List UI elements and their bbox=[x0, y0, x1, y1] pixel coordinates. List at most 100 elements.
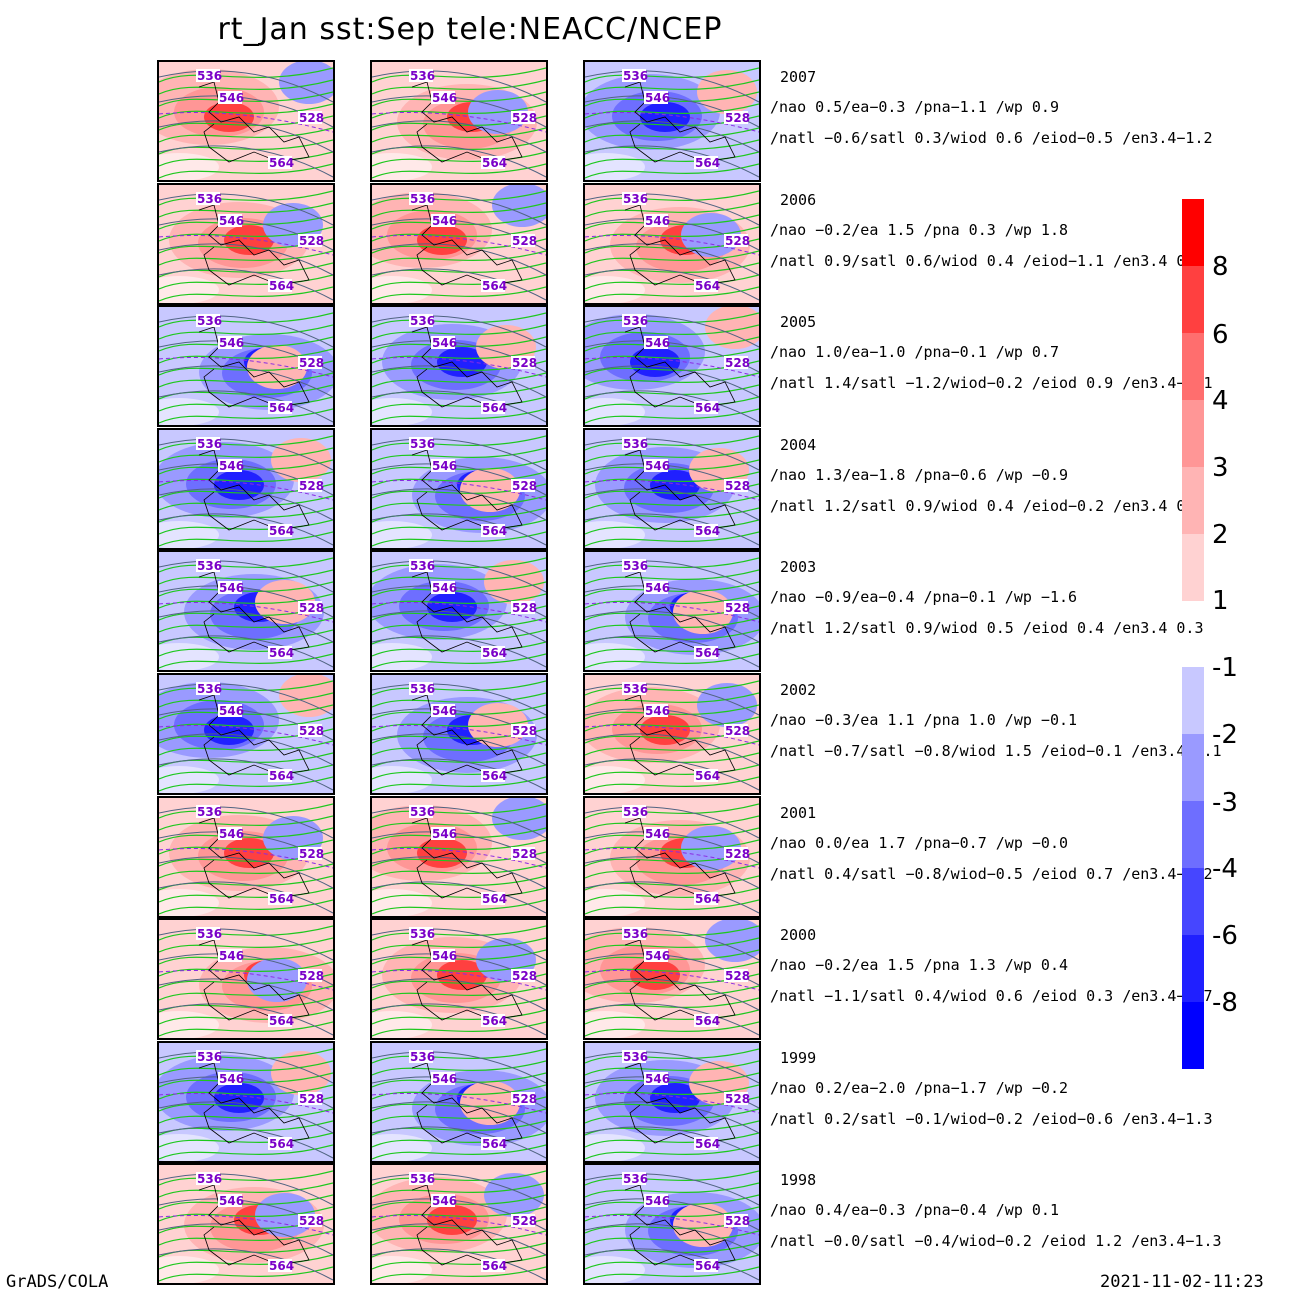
contour-label-536: 536 bbox=[197, 559, 222, 573]
colorbar-swatch bbox=[1182, 199, 1204, 266]
contour-label-546: 546 bbox=[432, 336, 457, 350]
contour-label-546: 546 bbox=[432, 91, 457, 105]
index-line-ocean: /natl 0.4/satl −0.8/wiod−0.5 /eiod 0.7 /… bbox=[770, 864, 1213, 883]
map-svg: 536 528 546 564 bbox=[372, 552, 546, 671]
contour-label-536: 536 bbox=[410, 69, 435, 83]
map-panel-1999-3: 536 528 546 564 bbox=[583, 1040, 761, 1163]
map-panel-1999-2: 536 528 546 564 bbox=[370, 1040, 548, 1163]
map-panel-2006-3: 536 528 546 564 bbox=[583, 182, 761, 305]
map-svg: 536 528 546 564 bbox=[159, 552, 333, 671]
map-svg: 536 528 546 564 bbox=[372, 62, 546, 180]
contour-label-528: 528 bbox=[725, 356, 750, 370]
contour-label-536: 536 bbox=[623, 314, 648, 328]
map-panel-2006-2: 536 528 546 564 bbox=[370, 182, 548, 305]
map-panel-2001-1: 536 528 546 564 bbox=[157, 795, 335, 918]
contour-label-536: 536 bbox=[623, 1172, 648, 1186]
contour-label-536: 536 bbox=[410, 1050, 435, 1064]
contour-label-528: 528 bbox=[512, 356, 537, 370]
year-label: 1999 bbox=[780, 1048, 817, 1067]
footer-software: GrADS/COLA bbox=[6, 1272, 109, 1292]
colorbar-tick-label: -6 bbox=[1212, 921, 1238, 951]
contour-label-536: 536 bbox=[197, 192, 222, 206]
map-svg: 536 528 546 564 bbox=[372, 1165, 546, 1284]
map-panel-2002-2: 536 528 546 564 bbox=[370, 673, 548, 795]
contour-label-536: 536 bbox=[623, 682, 648, 696]
map-panel-1998-1: 536 528 546 564 bbox=[157, 1163, 335, 1286]
map-panel-2005-3: 536 528 546 564 bbox=[583, 305, 761, 428]
contour-label-564: 564 bbox=[695, 892, 720, 906]
map-svg: 536 528 546 564 bbox=[159, 429, 333, 548]
map-panel-2000-1: 536 528 546 564 bbox=[157, 918, 335, 1041]
contour-label-546: 546 bbox=[219, 214, 244, 228]
contour-label-536: 536 bbox=[197, 805, 222, 819]
contour-label-564: 564 bbox=[269, 1014, 294, 1028]
contour-label-528: 528 bbox=[299, 601, 324, 615]
contour-label-536: 536 bbox=[197, 437, 222, 451]
colorbar-swatch bbox=[1182, 667, 1204, 734]
map-svg: 536 528 546 564 bbox=[372, 1042, 546, 1161]
contour-label-564: 564 bbox=[482, 401, 507, 415]
map-svg: 536 528 546 564 bbox=[585, 62, 759, 180]
contour-label-546: 546 bbox=[645, 949, 670, 963]
contour-label-564: 564 bbox=[695, 524, 720, 538]
map-panel-1998-3: 536 528 546 564 bbox=[583, 1163, 761, 1286]
map-panel-2003-2: 536 528 546 564 bbox=[370, 550, 548, 673]
contour-label-536: 536 bbox=[197, 1050, 222, 1064]
contour-label-528: 528 bbox=[299, 111, 324, 125]
index-line-atmos: /nao 0.5/ea−0.3 /pna−1.1 /wp 0.9 bbox=[770, 98, 1059, 116]
contour-label-546: 546 bbox=[432, 1072, 457, 1086]
contour-label-546: 546 bbox=[645, 581, 670, 595]
index-line-atmos: /nao 0.2/ea−2.0 /pna−1.7 /wp −0.2 bbox=[770, 1078, 1069, 1097]
contour-label-528: 528 bbox=[512, 234, 537, 248]
contour-label-536: 536 bbox=[197, 314, 222, 328]
index-line-atmos: /nao 1.0/ea−1.0 /pna−0.1 /wp 0.7 bbox=[770, 343, 1059, 362]
contour-label-564: 564 bbox=[695, 1014, 720, 1028]
map-svg: 536 528 546 564 bbox=[585, 552, 759, 671]
contour-label-564: 564 bbox=[482, 769, 507, 783]
map-panel-2005-2: 536 528 546 564 bbox=[370, 305, 548, 428]
contour-label-564: 564 bbox=[482, 156, 507, 170]
year-label: 1998 bbox=[780, 1171, 817, 1190]
index-line-atmos: /nao 0.0/ea 1.7 /pna−0.7 /wp −0.0 bbox=[770, 833, 1069, 852]
contour-label-528: 528 bbox=[299, 969, 324, 983]
map-svg: 536 528 546 564 bbox=[585, 797, 759, 916]
contour-label-564: 564 bbox=[695, 156, 720, 170]
map-svg: 536 528 546 564 bbox=[159, 797, 333, 916]
year-label: 2006 bbox=[780, 190, 817, 209]
colorbar-tick-label: -8 bbox=[1212, 988, 1238, 1018]
map-panel-2001-2: 536 528 546 564 bbox=[370, 795, 548, 918]
map-svg: 536 528 546 564 bbox=[159, 675, 333, 793]
contour-label-564: 564 bbox=[269, 1259, 294, 1273]
contour-label-536: 536 bbox=[410, 682, 435, 696]
contour-label-528: 528 bbox=[725, 234, 750, 248]
contour-label-564: 564 bbox=[269, 646, 294, 660]
contour-label-546: 546 bbox=[645, 1194, 670, 1208]
year-label: 2004 bbox=[780, 435, 817, 454]
index-line-atmos: /nao 1.3/ea−1.8 /pna−0.6 /wp −0.9 bbox=[770, 465, 1069, 484]
colorbar-tick-label: -2 bbox=[1212, 720, 1238, 750]
contour-label-536: 536 bbox=[623, 805, 648, 819]
contour-label-536: 536 bbox=[623, 559, 648, 573]
contour-label-546: 546 bbox=[645, 336, 670, 350]
colorbar-tick-label: -3 bbox=[1212, 788, 1238, 818]
colorbar-tick-label: 3 bbox=[1212, 453, 1229, 483]
contour-label-546: 546 bbox=[432, 1194, 457, 1208]
index-line-atmos: /nao −0.3/ea 1.1 /pna 1.0 /wp −0.1 bbox=[770, 711, 1078, 729]
map-svg: 536 528 546 564 bbox=[372, 429, 546, 548]
contour-label-528: 528 bbox=[512, 601, 537, 615]
colorbar-tick-label: 6 bbox=[1212, 320, 1229, 350]
map-svg: 536 528 546 564 bbox=[585, 920, 759, 1039]
map-panel-1999-1: 536 528 546 564 bbox=[157, 1040, 335, 1163]
contour-label-564: 564 bbox=[695, 401, 720, 415]
map-panel-1998-2: 536 528 546 564 bbox=[370, 1163, 548, 1286]
contour-label-564: 564 bbox=[482, 524, 507, 538]
contour-label-528: 528 bbox=[512, 479, 537, 493]
map-svg: 536 528 546 564 bbox=[159, 184, 333, 303]
contour-label-536: 536 bbox=[623, 192, 648, 206]
contour-label-528: 528 bbox=[299, 1092, 324, 1106]
map-svg: 536 528 546 564 bbox=[159, 307, 333, 426]
map-svg: 536 528 546 564 bbox=[585, 429, 759, 548]
contour-label-528: 528 bbox=[299, 1214, 324, 1228]
contour-label-564: 564 bbox=[269, 524, 294, 538]
contour-label-546: 546 bbox=[219, 581, 244, 595]
